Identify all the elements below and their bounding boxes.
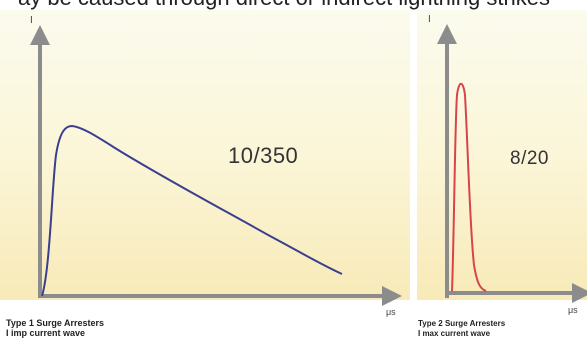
panel2-y-axis-label: I [428, 14, 431, 25]
waveform-8-20-label: 8/20 [510, 148, 549, 169]
panel1-caption: Type 1 Surge Arresters I imp current wav… [6, 318, 104, 338]
panel1-caption-subtitle: I imp current wave [6, 328, 86, 338]
panel2-caption-subtitle: I max current wave [418, 329, 491, 338]
panel2-current-curve [451, 82, 487, 292]
top-text: ay be caused through direct or indirect … [18, 0, 550, 10]
panel1-current-curve [41, 124, 343, 297]
panel-type1-background [0, 10, 410, 300]
top-cropped-text: ay be caused through direct or indirect … [0, 0, 587, 10]
panel2-x-axis-label: μs [568, 305, 578, 315]
panel1-x-axis-label: μs [386, 307, 396, 317]
panel2-caption: Type 2 Surge Arresters I max current wav… [418, 319, 505, 339]
panel2-caption-title: Type 2 Surge Arresters [418, 319, 506, 328]
panel1-caption-title: Type 1 Surge Arresters [6, 318, 105, 328]
waveform-10-350-label: 10/350 [228, 143, 299, 168]
panel1-y-axis-label: I [30, 15, 33, 26]
